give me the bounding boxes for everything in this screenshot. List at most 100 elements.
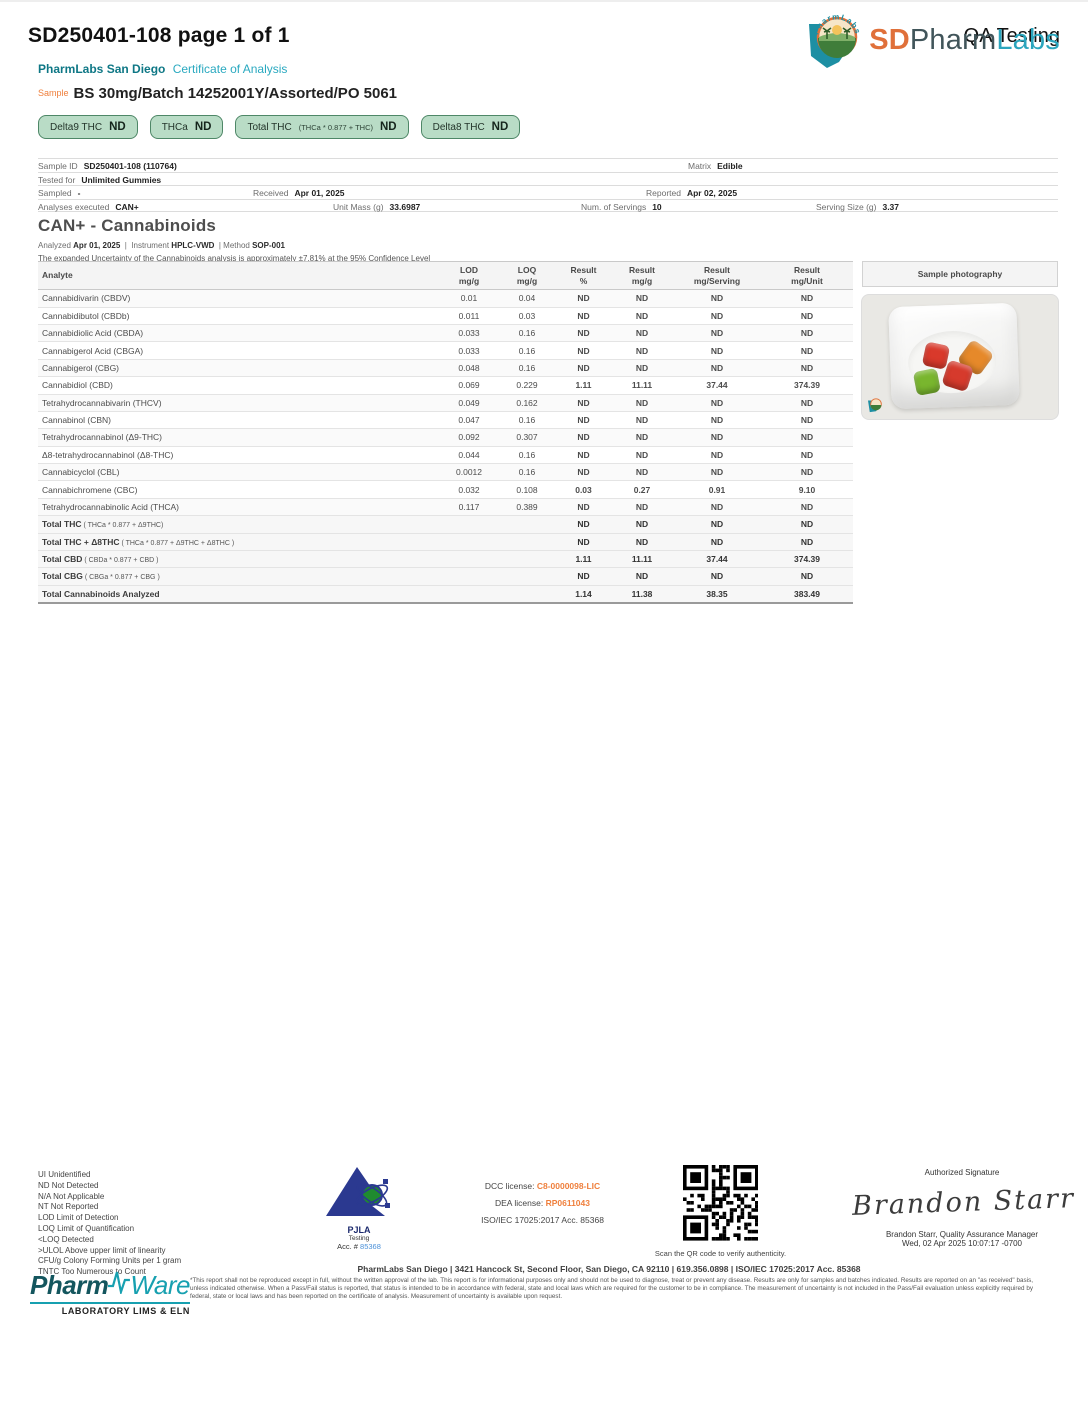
legend-item: UI Unidentified (38, 1170, 91, 1179)
sample-info-field: Num. of Servings 10 (581, 201, 662, 212)
signature-block: Authorized Signature Brandon Starr Brand… (852, 1168, 1076, 1248)
results-area: Analyte LOD mg/g LOQ mg/g Result% Result mg/g Re… (38, 260, 1058, 604)
signature-script: Brandon Starr (851, 1183, 1076, 1222)
sample-info-field: Sample ID SD250401-108 (110764) (38, 161, 177, 171)
signature-timestamp: Wed, 02 Apr 2025 10:07:17 -0700 (902, 1239, 1022, 1248)
abbreviation-legend: UI Unidentified ND Not Detected N/A Not Ap… (38, 1170, 181, 1278)
legal-disclaimer: *This report shall not be reproduced exc… (190, 1277, 1033, 1300)
brand-wordmark: SDPharmLabs (869, 23, 1060, 56)
legend-item: NT Not Reported (38, 1202, 99, 1212)
report-footer: UI Unidentified ND Not Detected N/A Not Ap… (0, 1165, 1088, 1310)
table-row: Total CBD ( CBDa * 0.877 + CBD ) 1.11 11.1… (38, 549, 853, 568)
table-row: Cannabicyclol (CBL) 0.0012 0.16 ND ND ND ND (38, 462, 853, 481)
column-header: Result mg/g (611, 260, 673, 291)
results-table: Analyte LOD mg/g LOQ mg/g Result% Result mg/g Re… (38, 260, 853, 604)
column-header: Result mg/Serving (673, 260, 761, 291)
thc-badge-1: THCa ND (149, 115, 224, 139)
legend-item: ND Not Detected (38, 1180, 99, 1190)
table-row: Total CBG ( CBGa * 0.877 + CBG ) ND ND ND ND (38, 567, 853, 586)
sample-name: BS 30mg/Batch 14252001Y/Assorted/PO 5061 (73, 85, 398, 102)
sample-line: Sample BS 30mg/Batch 14252001Y/Assorted/P… (38, 85, 1058, 103)
license-block: DCC license: C8-0000098-LIC DEA license:… (455, 1178, 630, 1229)
sample-info-field: Tested for Unlimited Gummies (38, 174, 162, 185)
sample-info-field: Matrix Edible (688, 161, 743, 171)
sample-photography-header: Sample photography (862, 261, 1058, 287)
table-row: Cannabidiol (CBD) 0.069 0.229 1.11 11.11 37.4… (38, 376, 853, 394)
thc-badges: Delta9 THC ND THCa ND Total THC (THCa * 0.877… (38, 115, 1058, 139)
column-header: LOD mg/g (440, 260, 498, 291)
cannabinoids-section-header: CAN+ - Cannabinoids Analyzed Apr 01, 202… (38, 216, 1058, 263)
dea-license-link[interactable]: RP0611043 (545, 1198, 590, 1208)
sample-info-row: Analyses executed CAN+ Unit Mass (g) 33.698… (38, 198, 1058, 212)
table-row: Tetrahydrocannabinolic Acid (THCA) 0.117 0… (38, 497, 853, 516)
legend-item: N/A Not Applicable (38, 1191, 105, 1201)
legend-item: LOD Limit of Detection (38, 1213, 119, 1223)
qa-testing-label: QA Testing (963, 25, 1060, 47)
uncertainty-note: The expanded Uncertainty of the Cannabin… (38, 254, 431, 263)
table-row: Total THC + Δ8THC ( THCa * 0.877 + Δ9THC… (38, 532, 853, 551)
pulse-line-icon (108, 1271, 131, 1294)
pharmware-logo: Pharm Ware LABORATORY LIMS & ELN (30, 1270, 190, 1316)
thc-badge-3: Delta8 THC ND (420, 115, 521, 139)
pjla-acc-number-link[interactable]: 85368 (360, 1242, 381, 1251)
table-row: Cannabidiolic Acid (CBDA) 0.033 0.16 ND ND ND… (38, 323, 853, 342)
sample-photography-column: Sample photography (862, 261, 1058, 419)
sample-info-table: Sample ID SD250401-108 (110764) Matrix Edib… (38, 158, 1058, 212)
sample-info-field: Analyses executed CAN+ (38, 201, 139, 212)
sample-info-field: Received Apr 01, 2025 (253, 188, 345, 198)
legend-item: <LOQ Detected (38, 1234, 94, 1244)
footer-address: PharmLabs San Diego | 3421 Hancock St, S… (357, 1264, 861, 1274)
pharmlabs-emblem-icon: PharmLabs (809, 12, 862, 68)
table-row: Cannabigerol (CBG) 0.048 0.16 ND ND ND ND (38, 358, 853, 377)
authorized-signature-label: Authorized Signature (924, 1168, 1000, 1177)
legend-item: LOQ Limit of Quantification (38, 1223, 135, 1233)
table-row: Δ8-tetrahydrocannabinol (Δ8-THC) 0.044 0.1… (38, 445, 853, 464)
column-header: Result mg/Unit (761, 260, 853, 291)
sample-info-row: Tested for Unlimited Gummies (38, 171, 1058, 186)
sample-photo (862, 295, 1058, 419)
table-row: Cannabigerol Acid (CBGA) 0.033 0.16 ND ND ND N… (38, 341, 853, 360)
sample-info-row: Sample ID SD250401-108 (110764) Matrix Edib… (38, 158, 1058, 172)
qr-code (682, 1165, 759, 1246)
analysis-meta: Analyzed Apr 01, 2025 | Instrument HPLC-… (38, 241, 285, 250)
table-row: Tetrahydrocannabivarin (THCV) 0.049 0.162 N… (38, 393, 853, 412)
table-row: Cannabinol (CBN) 0.047 0.16 ND ND ND ND (38, 410, 853, 429)
lab-title-line: PharmLabs San Diego Certificate of Analy… (38, 62, 1058, 76)
column-header: LOQ mg/g (498, 260, 556, 291)
dcc-license-link[interactable]: C8-0000098-LIC (536, 1181, 601, 1191)
table-row: Tetrahydrocannabinol (Δ9-THC) 0.092 0.307 N… (38, 428, 853, 447)
page-title: SD250401-108 page 1 of 1 (28, 24, 290, 47)
photo-watermark-icon (868, 398, 882, 413)
section-title: CAN+ - Cannabinoids (38, 216, 217, 235)
gummy-red (921, 341, 951, 370)
column-header: Result% (556, 260, 611, 291)
legend-item: >ULOL Above upper limit of linearity (38, 1245, 166, 1255)
iso-accreditation: ISO/IEC 17025:2017 Acc. 85368 (481, 1215, 604, 1225)
qr-verification: Scan the QR code to verify authenticity. (648, 1165, 793, 1258)
top-header: SD250401-108 page 1 of 1 QA Testing (28, 24, 1060, 48)
thc-badge-0: Delta9 THC ND (38, 115, 138, 139)
column-header: Analyte (38, 260, 440, 291)
report-subheader: PharmLabs San Diego Certificate of Analy… (38, 62, 1058, 139)
sdpharmlabs-logo: PharmLabs SDPharmLabs (805, 10, 1060, 70)
sample-info-field: Reported Apr 02, 2025 (646, 188, 738, 198)
sample-container (888, 302, 1020, 410)
table-row: Total Cannabinoids Analyzed 1.14 11.38 38.3… (38, 584, 853, 604)
legend-item: CFU/g Colony Forming Units per 1 gram (38, 1256, 182, 1266)
legend-item: TNTC Too Numerous to Count (38, 1267, 146, 1277)
pjla-logo-icon (326, 1167, 390, 1216)
pjla-accreditation: PJLA Testing Acc. # 85368 (316, 1165, 402, 1251)
sample-info-field: Sampled - (38, 188, 81, 198)
table-row: Cannabichromene (CBC) 0.032 0.108 0.03 0.27 0… (38, 480, 853, 499)
sample-info-row: Sampled - Received Apr 01, 2025 Reported Apr … (38, 185, 1058, 199)
gummy-green (912, 367, 941, 397)
table-row: Cannabidivarin (CBDV) 0.01 0.04 ND ND ND ND (38, 289, 853, 308)
doc-type-label: Certificate of Analysis (172, 62, 288, 76)
table-row: Cannabidibutol (CBDb) 0.011 0.03 ND ND ND ND (38, 306, 853, 325)
lab-name: PharmLabs San Diego (38, 62, 166, 76)
signer-name-title: Brandon Starr, Quality Assurance Manager (885, 1230, 1039, 1239)
sample-info-field: Unit Mass (g) 33.6987 (333, 201, 421, 212)
table-row: Total THC ( THCa * 0.877 + Δ9THC) ND ND ND N… (38, 515, 853, 533)
thc-badge-2: Total THC (THCa * 0.877 + THC) ND (235, 115, 409, 139)
